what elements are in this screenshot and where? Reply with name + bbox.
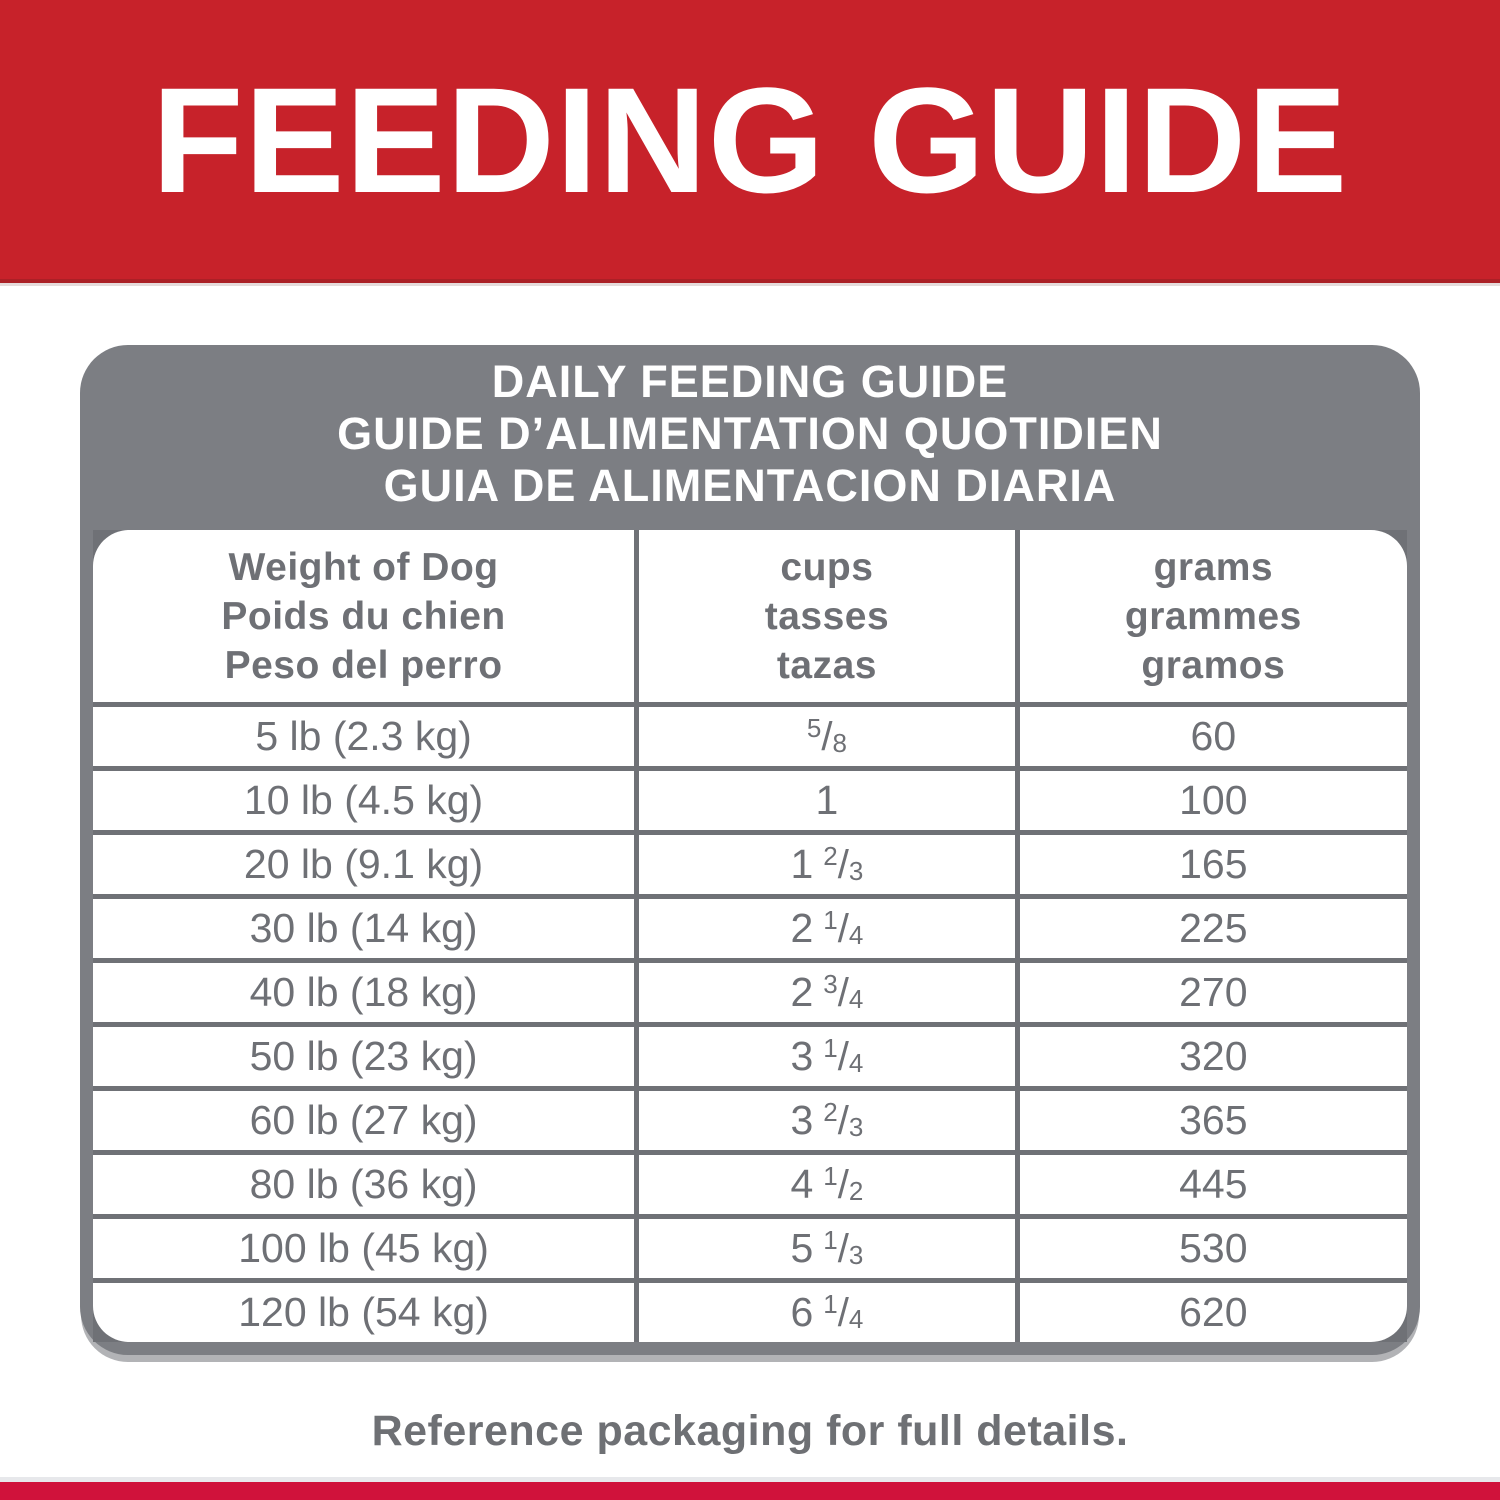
cups-whole-number: 2 xyxy=(790,969,814,1015)
cups-whole-number: 3 xyxy=(790,1097,814,1143)
cups-fraction: 5/8 xyxy=(806,713,847,759)
cups-cell: 5/8 xyxy=(639,707,1015,766)
cups-fraction: 2/3 xyxy=(823,841,864,887)
cups-whole-number: 4 xyxy=(790,1161,814,1207)
cups-cell: 5 1/3 xyxy=(639,1219,1015,1278)
column-header-weight-line-fr: Poids du chien xyxy=(221,594,506,638)
grams-cell: 60 xyxy=(1019,707,1407,766)
column-header-cups-line-en: cups xyxy=(780,545,874,589)
cups-cell: 3 2/3 xyxy=(639,1091,1015,1150)
weight-cell: 80 lb (36 kg) xyxy=(93,1155,635,1214)
grams-cell: 165 xyxy=(1019,835,1407,894)
cups-cell: 2 3/4 xyxy=(639,963,1015,1022)
column-header-grams: grams grammes gramos xyxy=(1019,530,1407,702)
column-header-cups-line-fr: tasses xyxy=(764,594,890,638)
cups-whole-number: 6 xyxy=(790,1289,814,1335)
grams-cell: 270 xyxy=(1019,963,1407,1022)
cups-cell: 3 1/4 xyxy=(639,1027,1015,1086)
column-header-cups: cups tasses tazas xyxy=(639,530,1015,702)
weight-cell: 30 lb (14 kg) xyxy=(93,899,635,958)
cups-fraction: 1/3 xyxy=(823,1225,864,1271)
grams-cell: 100 xyxy=(1019,771,1407,830)
weight-cell: 100 lb (45 kg) xyxy=(93,1219,635,1278)
cups-whole-number: 1 xyxy=(815,777,839,823)
weight-cell: 50 lb (23 kg) xyxy=(93,1027,635,1086)
card-title: DAILY FEEDING GUIDE GUIDE D’ALIMENTATION… xyxy=(93,345,1407,530)
cups-fraction: 1/4 xyxy=(823,1289,864,1335)
cups-whole-number: 2 xyxy=(790,905,814,951)
feeding-guide-banner: FEEDING GUIDE xyxy=(0,0,1500,283)
cups-cell: 2 1/4 xyxy=(639,899,1015,958)
cups-cell: 6 1/4 xyxy=(639,1283,1015,1342)
cups-cell: 1 xyxy=(639,771,1015,830)
grams-cell: 530 xyxy=(1019,1219,1407,1278)
footer-note: Reference packaging for full details. xyxy=(371,1407,1129,1455)
cups-fraction: 3/4 xyxy=(823,969,864,1015)
cups-whole-number: 1 xyxy=(790,841,814,887)
cups-cell: 4 1/2 xyxy=(639,1155,1015,1214)
weight-cell: 20 lb (9.1 kg) xyxy=(93,835,635,894)
weight-cell: 60 lb (27 kg) xyxy=(93,1091,635,1150)
card-title-line-es: GUIA DE ALIMENTACION DIARIA xyxy=(383,459,1117,511)
cups-fraction: 2/3 xyxy=(823,1097,864,1143)
grams-cell: 365 xyxy=(1019,1091,1407,1150)
column-header-grams-line-fr: grammes xyxy=(1124,594,1302,638)
feeding-table-grid: Weight of Dog Poids du chien Peso del pe… xyxy=(93,530,1407,1342)
weight-cell: 5 lb (2.3 kg) xyxy=(93,707,635,766)
grams-cell: 225 xyxy=(1019,899,1407,958)
weight-cell: 10 lb (4.5 kg) xyxy=(93,771,635,830)
cups-fraction: 1/4 xyxy=(823,905,864,951)
banner-title: FEEDING GUIDE xyxy=(151,55,1349,224)
card-title-line-fr: GUIDE D’ALIMENTATION QUOTIDIEN xyxy=(337,407,1163,459)
bottom-red-strip xyxy=(0,1477,1500,1500)
column-header-grams-line-en: grams xyxy=(1153,545,1274,589)
grams-cell: 320 xyxy=(1019,1027,1407,1086)
weight-cell: 120 lb (54 kg) xyxy=(93,1283,635,1342)
cups-whole-number: 5 xyxy=(790,1225,814,1271)
cups-fraction: 1/4 xyxy=(823,1033,864,1079)
cups-whole-number: 3 xyxy=(790,1033,814,1079)
column-header-weight-line-en: Weight of Dog xyxy=(228,545,499,589)
weight-cell: 40 lb (18 kg) xyxy=(93,963,635,1022)
column-header-weight-line-es: Peso del perro xyxy=(224,643,503,687)
grams-cell: 620 xyxy=(1019,1283,1407,1342)
daily-feeding-guide-card: DAILY FEEDING GUIDE GUIDE D’ALIMENTATION… xyxy=(80,345,1420,1355)
column-header-weight: Weight of Dog Poids du chien Peso del pe… xyxy=(93,530,635,702)
card-title-line-en: DAILY FEEDING GUIDE xyxy=(491,355,1009,407)
grams-cell: 445 xyxy=(1019,1155,1407,1214)
cups-cell: 1 2/3 xyxy=(639,835,1015,894)
column-header-grams-line-es: gramos xyxy=(1141,643,1286,687)
column-header-cups-line-es: tazas xyxy=(776,643,877,687)
cups-fraction: 1/2 xyxy=(823,1161,864,1207)
